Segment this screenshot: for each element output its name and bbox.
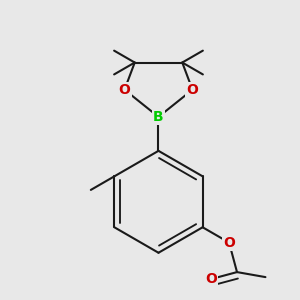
Text: O: O [187,83,198,97]
Text: O: O [205,272,217,286]
Text: B: B [153,110,164,124]
Text: O: O [223,236,235,250]
Text: O: O [118,83,130,97]
